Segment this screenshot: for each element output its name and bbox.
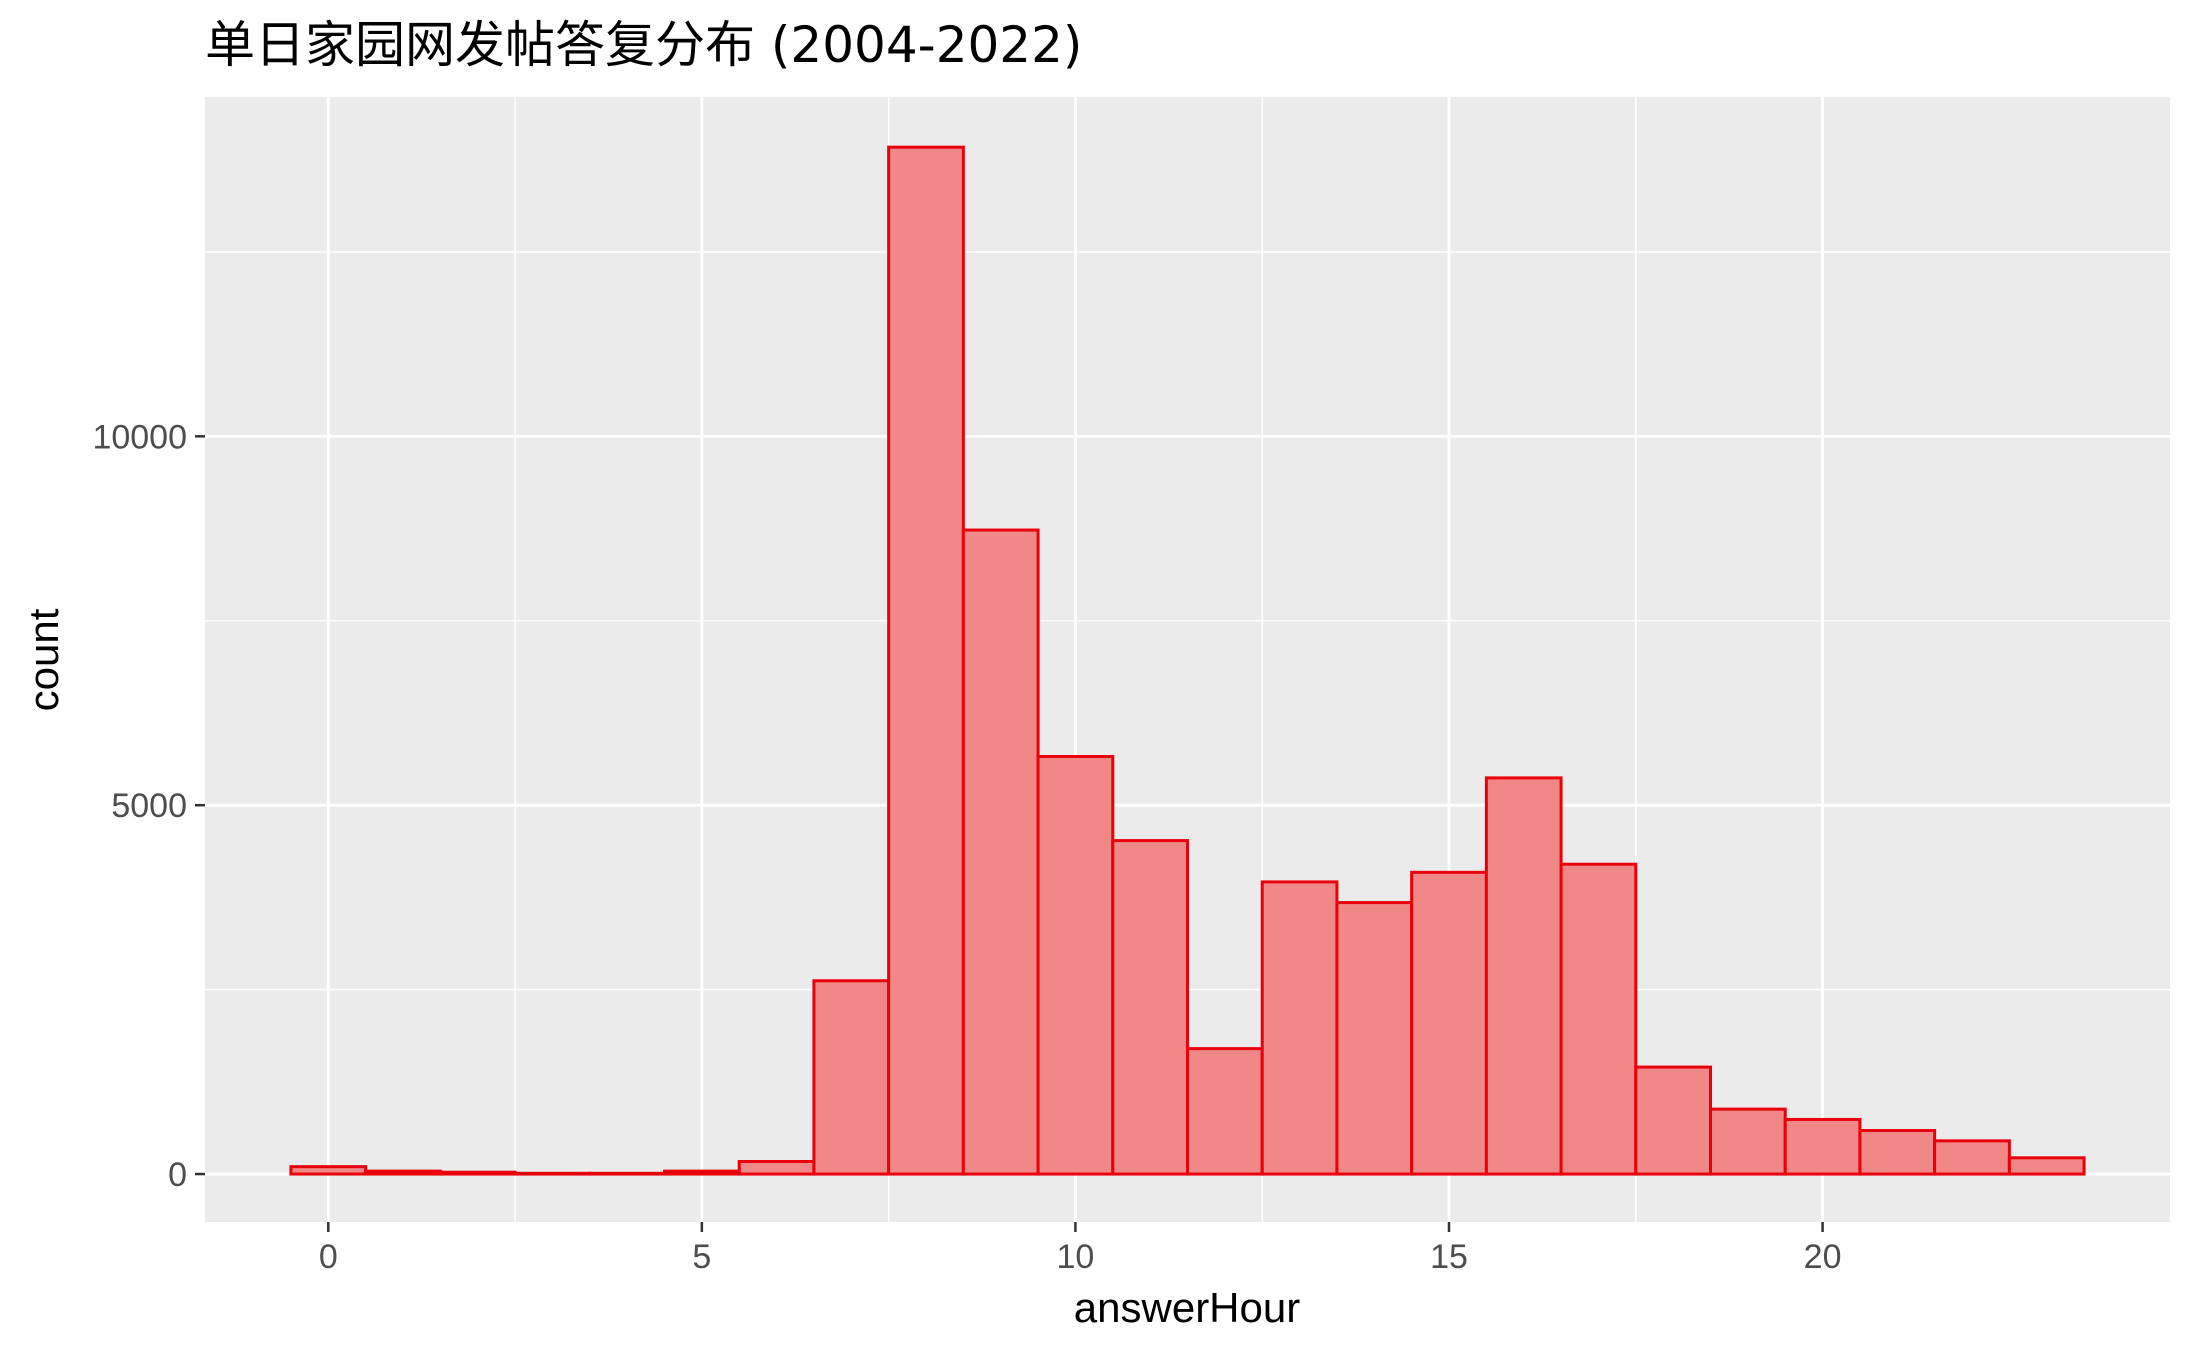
histogram-bar xyxy=(1634,1065,1713,1176)
x-tick-label: 0 xyxy=(319,1238,338,1276)
histogram-bar xyxy=(1783,1117,1862,1176)
chart-title: 单日家园网发帖答复分布 (2004-2022) xyxy=(205,16,1082,74)
histogram-bar xyxy=(438,1170,517,1176)
histogram-bar xyxy=(1858,1129,1937,1176)
histogram-bar xyxy=(1933,1139,2011,1176)
histogram-bar xyxy=(1410,870,1488,1176)
histogram-bar xyxy=(1186,1047,1264,1176)
x-axis-title: answerHour xyxy=(1074,1284,1300,1331)
y-tick-label: 5000 xyxy=(111,787,187,825)
histogram-bar xyxy=(1559,862,1638,1176)
y-tick-label: 0 xyxy=(168,1156,187,1194)
histogram-bar xyxy=(1036,755,1115,1176)
y-tick-label: 10000 xyxy=(92,418,187,456)
histogram-bar xyxy=(364,1169,442,1176)
x-tick-label: 20 xyxy=(1804,1238,1842,1276)
x-tick-label: 15 xyxy=(1430,1238,1468,1276)
histogram-bar xyxy=(961,528,1040,1176)
histogram-bar xyxy=(1484,776,1563,1176)
x-tick-label: 5 xyxy=(692,1238,711,1276)
histogram-bar xyxy=(1111,839,1189,1176)
histogram-bar xyxy=(513,1171,592,1176)
histogram-bar xyxy=(1260,880,1339,1176)
y-axis-title: count xyxy=(20,608,67,711)
histogram-bar xyxy=(737,1160,816,1176)
histogram-bar xyxy=(812,979,891,1176)
histogram-bar xyxy=(2007,1156,2086,1176)
y-axis: 0 5000 10000 xyxy=(92,418,205,1194)
histogram-bar xyxy=(1335,901,1414,1176)
histogram-bar xyxy=(1709,1107,1787,1176)
histogram-bar xyxy=(887,145,965,1176)
x-tick-label: 10 xyxy=(1057,1238,1095,1276)
histogram-bar xyxy=(289,1165,368,1176)
histogram-bars xyxy=(289,145,2086,1176)
histogram-bar xyxy=(662,1169,741,1176)
x-axis: 0 5 10 15 20 xyxy=(319,1222,1842,1276)
histogram-bar xyxy=(588,1171,666,1176)
